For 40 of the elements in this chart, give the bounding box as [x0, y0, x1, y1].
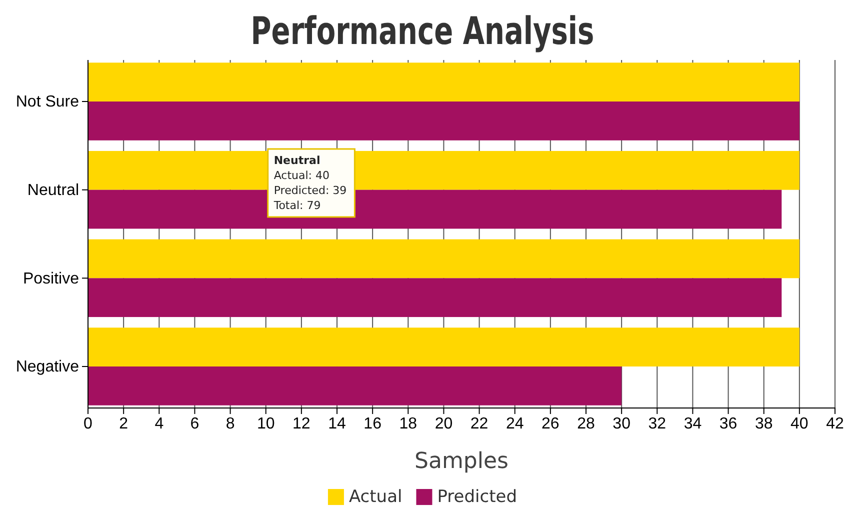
- y-tick-label: Neutral: [27, 182, 79, 199]
- legend-label: Predicted: [437, 487, 518, 506]
- bar: [88, 62, 800, 102]
- x-tick-label: 6: [190, 415, 200, 432]
- x-tick-label: 30: [612, 415, 631, 432]
- y-tick-label: Negative: [16, 358, 80, 376]
- x-tick-label: 34: [684, 415, 702, 432]
- x-axis-title: Samples: [414, 449, 508, 474]
- y-tick-label: Positive: [22, 270, 80, 288]
- legend-label: Actual: [348, 487, 402, 506]
- bar: [88, 102, 800, 140]
- x-tick-label: 10: [256, 415, 275, 432]
- x-tick-label: 24: [506, 415, 524, 432]
- x-tick-label: 22: [470, 415, 488, 432]
- x-tick-label: 8: [226, 415, 235, 432]
- annotation: Predicted: 39: [274, 184, 347, 197]
- x-tick-label: 14: [328, 415, 346, 432]
- x-tick-label: 32: [648, 415, 666, 432]
- annotation: Actual: 40: [274, 168, 330, 182]
- x-tick-label: 0: [84, 415, 93, 432]
- x-tick-label: 40: [790, 415, 808, 432]
- x-tick-label: 4: [154, 415, 164, 432]
- x-tick-label: 2: [119, 415, 128, 432]
- annotation: Total: 79: [272, 198, 321, 212]
- chart-title: Performance Analysis: [250, 10, 594, 54]
- x-tick-label: 38: [754, 415, 773, 432]
- bar: [88, 239, 800, 278]
- x-tick-label: 36: [719, 415, 738, 432]
- x-tick-label: 18: [399, 415, 418, 432]
- annotation: Neutral: [274, 154, 320, 167]
- bar: [88, 366, 622, 406]
- x-tick-label: 42: [826, 415, 844, 432]
- x-tick-label: 16: [364, 415, 382, 432]
- x-tick-label: 28: [577, 415, 595, 432]
- x-tick-label: 26: [542, 415, 560, 432]
- bar: [88, 278, 782, 318]
- x-tick-label: 12: [292, 415, 310, 432]
- x-tick-label: 20: [434, 415, 453, 432]
- bar: [88, 328, 800, 366]
- y-tick-label: Not Sure: [16, 94, 80, 111]
